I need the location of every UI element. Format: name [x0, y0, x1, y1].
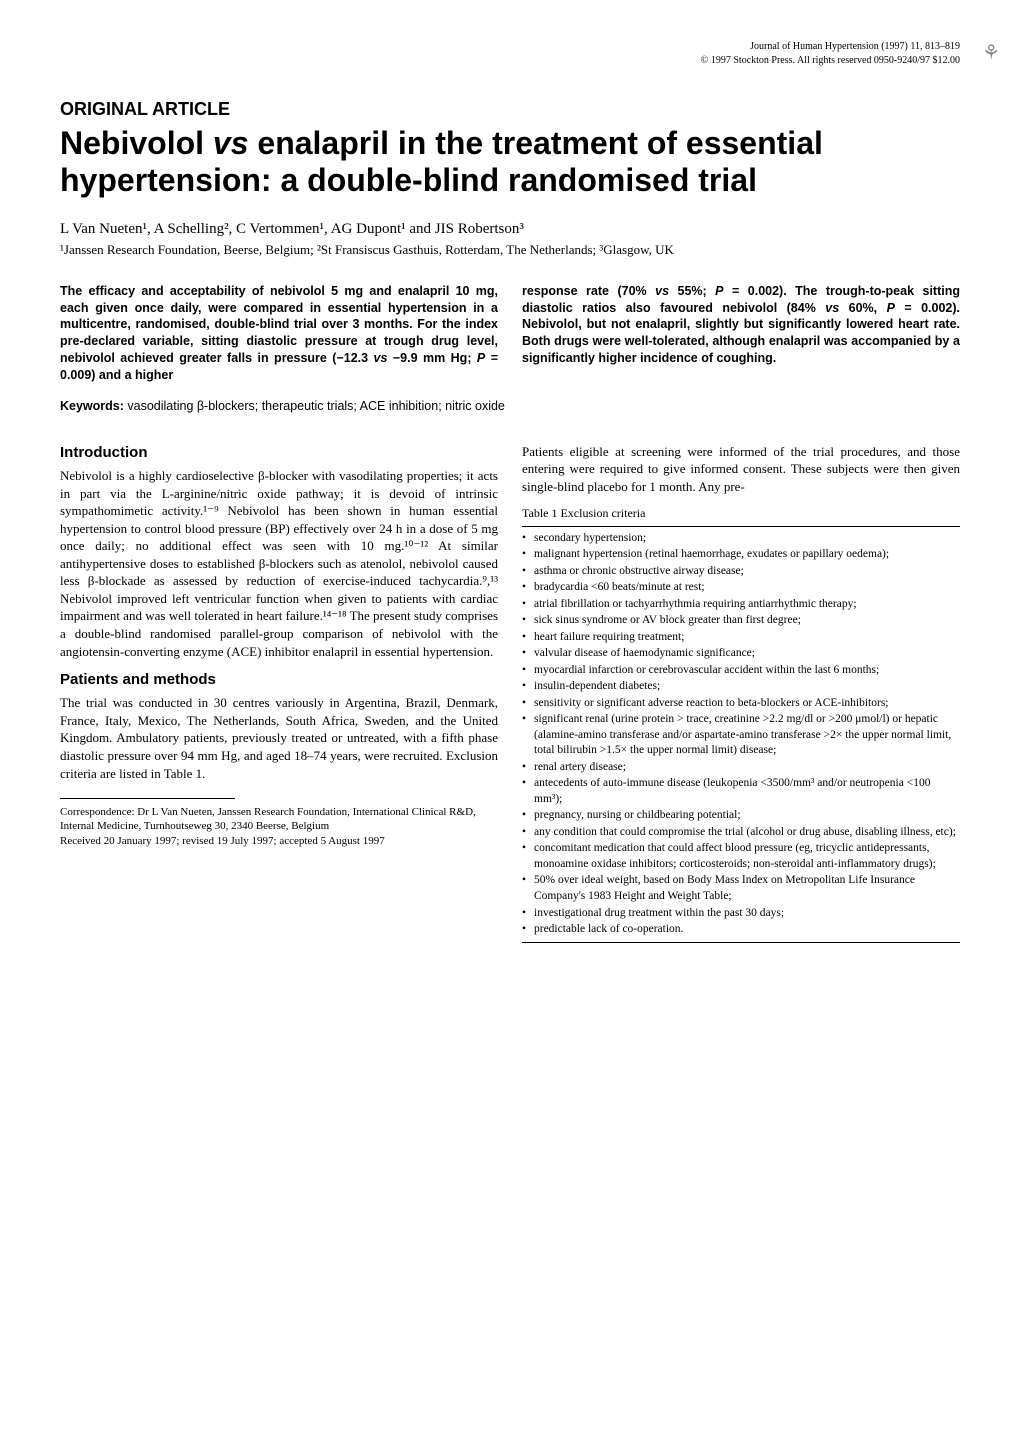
exclusion-criterion: predictable lack of co-operation.	[522, 922, 960, 938]
abstract: The efficacy and acceptability of nebivo…	[60, 283, 960, 384]
exclusion-criterion: antecedents of auto-immune disease (leuk…	[522, 776, 960, 807]
patients-heading: Patients and methods	[60, 670, 498, 690]
exclusion-criterion: pregnancy, nursing or childbearing poten…	[522, 808, 960, 824]
right-intro-para: Patients eligible at screening were info…	[522, 443, 960, 496]
exclusion-criterion: valvular disease of haemodynamic signifi…	[522, 646, 960, 662]
table-rule-top	[522, 526, 960, 527]
journal-name: Journal of Human Hypertension (1997) 11,…	[60, 40, 960, 54]
left-column: Introduction Nebivolol is a highly cardi…	[60, 443, 498, 947]
received-footnote: Received 20 January 1997; revised 19 Jul…	[60, 834, 498, 848]
footnote-rule	[60, 798, 235, 799]
exclusion-criterion: renal artery disease;	[522, 760, 960, 776]
publisher-logo-icon: ⚘	[982, 40, 1000, 67]
exclusion-criterion: sick sinus syndrome or AV block greater …	[522, 613, 960, 629]
exclusion-criterion: investigational drug treatment within th…	[522, 906, 960, 922]
keywords: Keywords: vasodilating β-blockers; thera…	[60, 398, 960, 415]
correspondence-footnote: Correspondence: Dr L Van Nueten, Janssen…	[60, 805, 498, 834]
exclusion-criterion: bradycardia <60 beats/minute at rest;	[522, 580, 960, 596]
exclusion-criterion: malignant hypertension (retinal haemorrh…	[522, 547, 960, 563]
abstract-left: The efficacy and acceptability of nebivo…	[60, 283, 498, 384]
exclusion-criterion: secondary hypertension;	[522, 531, 960, 547]
affiliations: ¹Janssen Research Foundation, Beerse, Be…	[60, 241, 960, 259]
article-title: Nebivolol vs enalapril in the treatment …	[60, 125, 960, 199]
exclusion-criterion: insulin-dependent diabetes;	[522, 679, 960, 695]
exclusion-criterion: asthma or chronic obstructive airway dis…	[522, 564, 960, 580]
introduction-body: Nebivolol is a highly cardioselective β-…	[60, 467, 498, 660]
journal-copyright: © 1997 Stockton Press. All rights reserv…	[60, 54, 960, 68]
introduction-heading: Introduction	[60, 443, 498, 463]
keywords-text: vasodilating β-blockers; therapeutic tri…	[124, 399, 505, 413]
exclusion-criteria-list: secondary hypertension;malignant hyperte…	[522, 531, 960, 938]
table-rule-bottom	[522, 942, 960, 943]
right-column: Patients eligible at screening were info…	[522, 443, 960, 947]
exclusion-criterion: any condition that could compromise the …	[522, 825, 960, 841]
exclusion-criterion: atrial fibrillation or tachyarrhythmia r…	[522, 597, 960, 613]
patients-body: The trial was conducted in 30 centres va…	[60, 694, 498, 782]
table1-caption: Table 1 Exclusion criteria	[522, 505, 960, 521]
body-columns: Introduction Nebivolol is a highly cardi…	[60, 443, 960, 947]
exclusion-criterion: 50% over ideal weight, based on Body Mas…	[522, 873, 960, 904]
exclusion-criterion: sensitivity or significant adverse react…	[522, 696, 960, 712]
abstract-right: response rate (70% vs 55%; P = 0.002). T…	[522, 283, 960, 384]
authors: L Van Nueten¹, A Schelling², C Vertommen…	[60, 219, 960, 239]
keywords-label: Keywords:	[60, 399, 124, 413]
exclusion-criterion: concomitant medication that could affect…	[522, 841, 960, 872]
exclusion-criterion: significant renal (urine protein > trace…	[522, 712, 960, 759]
exclusion-criterion: heart failure requiring treatment;	[522, 630, 960, 646]
exclusion-criterion: myocardial infarction or cerebrovascular…	[522, 663, 960, 679]
journal-header: Journal of Human Hypertension (1997) 11,…	[60, 40, 960, 67]
article-type: ORIGINAL ARTICLE	[60, 97, 960, 121]
